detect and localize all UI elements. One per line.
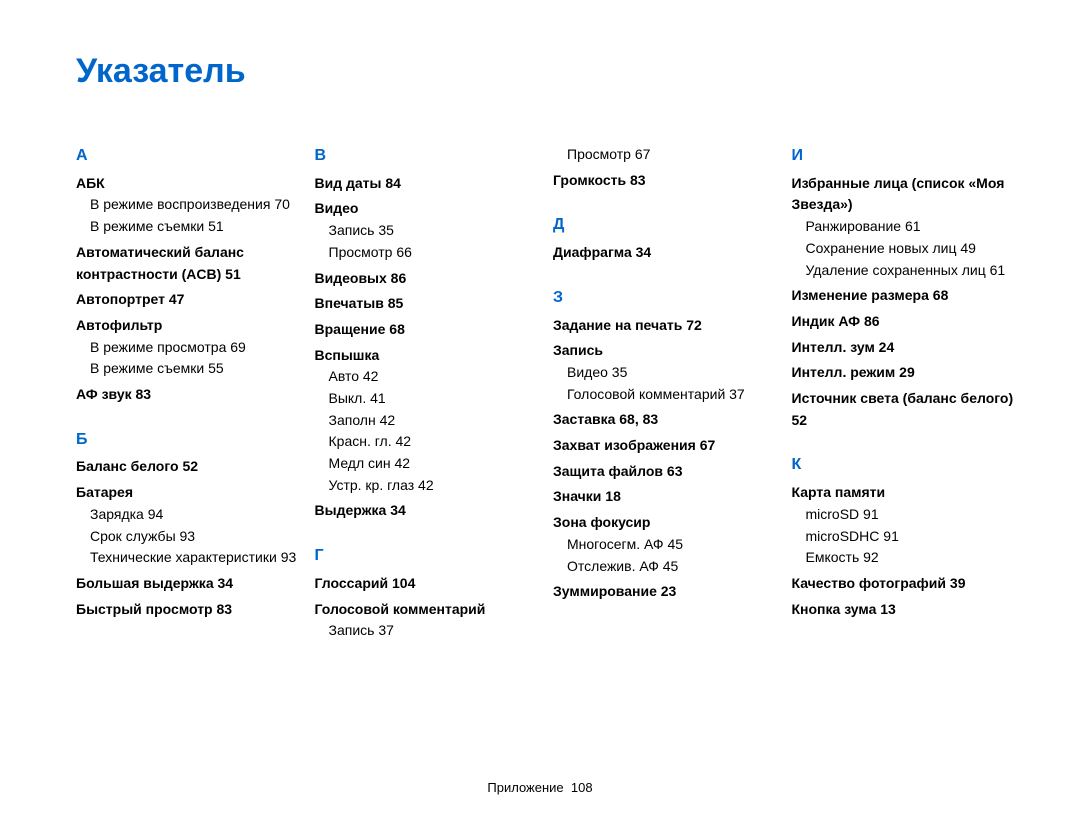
index-subentry: microSD 91	[792, 504, 1031, 526]
index-subentry: Запись 37	[315, 620, 554, 642]
index-entry: Автоматический баланс контрастности (ACB…	[76, 242, 315, 285]
index-subentry: Голосовой комментарий 37	[553, 384, 792, 406]
section-letter: А	[76, 144, 315, 169]
index-subentry: В режиме съемки 51	[76, 216, 315, 238]
index-entry: Быстрый просмотр 83	[76, 599, 315, 621]
index-subentry: Устр. кр. глаз 42	[315, 475, 554, 497]
index-entry: Видеовых 86	[315, 268, 554, 290]
index-entry: Видео	[315, 198, 554, 220]
section-letter: В	[315, 144, 554, 169]
section-letter: К	[792, 453, 1031, 478]
index-subentry: Емкость 92	[792, 547, 1031, 569]
index-subentry: Сохранение новых лиц 49	[792, 238, 1031, 260]
index-entry: Голосовой комментарий	[315, 599, 554, 621]
index-entry: Защита файлов 63	[553, 461, 792, 483]
section-letter: Д	[553, 213, 792, 238]
index-subentry: Зарядка 94	[76, 504, 315, 526]
index-entry: Запись	[553, 340, 792, 362]
index-entry: Зуммирование 23	[553, 581, 792, 603]
index-columns: ААБКВ режиме воспроизведения 70В режиме …	[76, 144, 1030, 642]
index-entry: Избранные лица (список «Моя Звезда»)	[792, 173, 1031, 216]
index-entry: Баланс белого 52	[76, 456, 315, 478]
index-subentry: В режиме съемки 55	[76, 358, 315, 380]
index-entry: Батарея	[76, 482, 315, 504]
page-title: Указатель	[76, 52, 246, 91]
section-letter: Г	[315, 544, 554, 569]
index-col-1: ААБКВ режиме воспроизведения 70В режиме …	[76, 144, 315, 642]
index-entry: Качество фотографий 39	[792, 573, 1031, 595]
index-subentry: Красн. гл. 42	[315, 431, 554, 453]
index-entry: Автофильтр	[76, 315, 315, 337]
index-entry: Интелл. режим 29	[792, 362, 1031, 384]
footer-page-number: 108	[571, 780, 593, 795]
index-subentry: Просмотр 66	[315, 242, 554, 264]
index-subentry: Запись 35	[315, 220, 554, 242]
section-letter: Б	[76, 428, 315, 453]
index-entry: Источник света (баланс белого) 52	[792, 388, 1031, 431]
index-subentry: Авто 42	[315, 366, 554, 388]
index-entry: Глоссарий 104	[315, 573, 554, 595]
section-letter: З	[553, 286, 792, 311]
index-entry: Задание на печать 72	[553, 315, 792, 337]
index-entry: Выдержка 34	[315, 500, 554, 522]
index-subentry: Медл син 42	[315, 453, 554, 475]
index-entry: Вид даты 84	[315, 173, 554, 195]
index-entry: Диафрагма 34	[553, 242, 792, 264]
index-entry: Захват изображения 67	[553, 435, 792, 457]
index-subentry: Отслежив. АФ 45	[553, 556, 792, 578]
footer-label: Приложение	[487, 780, 563, 795]
index-subentry: Ранжирование 61	[792, 216, 1031, 238]
section-letter: И	[792, 144, 1031, 169]
index-entry: Заставка 68, 83	[553, 409, 792, 431]
index-subentry: В режиме воспроизведения 70	[76, 194, 315, 216]
index-entry: Значки 18	[553, 486, 792, 508]
index-subentry: microSDHC 91	[792, 526, 1031, 548]
index-entry: Вращение 68	[315, 319, 554, 341]
index-subentry: Технические характеристики 93	[76, 547, 315, 569]
page-footer: Приложение 108	[0, 780, 1080, 795]
index-subentry: Многосегм. АФ 45	[553, 534, 792, 556]
index-col-3: Просмотр 67 Громкость 83 Д Диафрагма 34 З Зад…	[553, 144, 792, 642]
index-entry: Кнопка зума 13	[792, 599, 1031, 621]
index-entry: АФ звук 83	[76, 384, 315, 406]
index-entry: Вспышка	[315, 345, 554, 367]
index-subentry: В режиме просмотра 69	[76, 337, 315, 359]
index-entry: Впечатыв 85	[315, 293, 554, 315]
index-entry: Интелл. зум 24	[792, 337, 1031, 359]
index-subentry: Удаление сохраненных лиц 61	[792, 260, 1031, 282]
index-entry: Автопортрет 47	[76, 289, 315, 311]
index-col-4: И Избранные лица (список «Моя Звезда»)Ран…	[792, 144, 1031, 642]
index-entry: Индик АФ 86	[792, 311, 1031, 333]
index-entry: Зона фокусир	[553, 512, 792, 534]
index-entry: Громкость 83	[553, 170, 792, 192]
index-subentry: Просмотр 67	[553, 144, 792, 166]
index-subentry: Срок службы 93	[76, 526, 315, 548]
index-entry: Изменение размера 68	[792, 285, 1031, 307]
index-entry: АБК	[76, 173, 315, 195]
index-subentry: Видео 35	[553, 362, 792, 384]
index-subentry: Заполн 42	[315, 410, 554, 432]
index-subentry: Выкл. 41	[315, 388, 554, 410]
index-entry: Карта памяти	[792, 482, 1031, 504]
index-col-2: В Вид даты 84 ВидеоЗапись 35Просмотр 66 Вид…	[315, 144, 554, 642]
index-entry: Большая выдержка 34	[76, 573, 315, 595]
